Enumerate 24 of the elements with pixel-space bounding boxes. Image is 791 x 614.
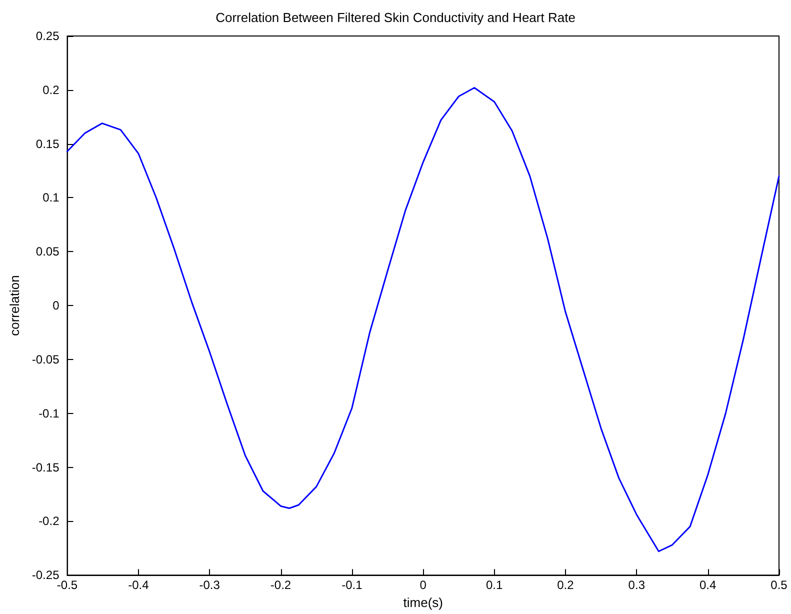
x-axis-title: time(s)	[403, 595, 443, 610]
chart-title: Correlation Between Filtered Skin Conductivity and Heart Rate	[216, 10, 576, 25]
x-tick-label: 0.3	[628, 578, 646, 592]
line-series	[66, 87, 780, 552]
y-tick-label: 0.25	[36, 29, 60, 43]
x-tick-label: 0	[420, 578, 427, 592]
x-tick-label: -0.1	[342, 578, 363, 592]
x-tick-label: 0.1	[486, 578, 503, 592]
y-tick-label: 0	[52, 298, 60, 313]
y-axis-title: correlation	[7, 275, 22, 336]
y-tick-label: -0.2	[38, 514, 60, 528]
x-tick-label: 0.2	[557, 578, 574, 592]
y-tick-label: 0.1	[42, 190, 60, 205]
y-tick-label: 0.2	[42, 82, 60, 97]
x-tick-label: -0.3	[199, 578, 220, 592]
y-tick-label: -0.1	[38, 406, 60, 420]
y-tick-label: -0.15	[32, 460, 60, 474]
y-tick-label: -0.05	[32, 352, 60, 366]
y-tick-label: 0.15	[36, 136, 60, 151]
x-tick-label: 0.5	[770, 578, 788, 592]
x-tick-label: -0.4	[128, 578, 150, 592]
x-tick-label: 0.4	[699, 578, 716, 592]
x-tick-label: -0.2	[270, 578, 292, 592]
y-tick-label: 0.05	[36, 244, 60, 259]
